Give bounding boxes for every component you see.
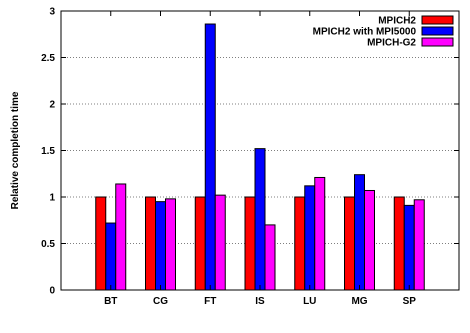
x-axis: BT CG FT IS LU MG SP [104, 11, 416, 307]
y-tick-label: 0 [49, 286, 55, 297]
bar-bt-series-3 [115, 183, 127, 291]
y-tick-label: 3 [49, 7, 55, 18]
bar-mg-series-1 [344, 196, 355, 291]
bar-ft-series-1 [194, 196, 206, 291]
y-axis-title: Relative completion time [10, 91, 21, 209]
legend-label: MPICH2 [378, 16, 416, 27]
bar-is-series-2 [254, 148, 266, 291]
y-tick-label: 1.5 [41, 146, 55, 157]
bar-is-series-3 [264, 224, 276, 291]
legend-label: MPICH-G2 [367, 38, 416, 49]
legend-swatch [421, 26, 454, 36]
bar-cg-series-3 [165, 198, 176, 291]
bar-lu-series-2 [304, 185, 316, 291]
bar-ft-series-3 [214, 194, 226, 291]
bar-sp-series-2 [403, 204, 415, 291]
bar-sp-series-1 [393, 196, 405, 291]
bar-lu-series-1 [294, 196, 306, 291]
bar-sp-series-3 [413, 199, 425, 291]
y-tick-label: 1 [49, 193, 55, 204]
bar-bt-series-2 [105, 222, 117, 291]
bar-ft-series-2 [204, 23, 216, 291]
y-tick-label: 2 [49, 100, 55, 111]
bar-cg-series-1 [145, 196, 156, 291]
y-tick-label: 2.5 [41, 53, 55, 64]
x-tick-label: SP [403, 296, 417, 307]
bar-is-series-1 [244, 196, 256, 291]
x-tick-label: CG [153, 296, 168, 307]
bar-mg-series-3 [364, 189, 375, 291]
bar-lu-series-3 [314, 176, 326, 291]
bar-bt-series-1 [95, 196, 107, 291]
x-tick-label: BT [104, 296, 117, 307]
x-tick-label: FT [204, 296, 216, 307]
y-tick-label: 0.5 [41, 239, 55, 250]
legend-swatch [421, 37, 454, 47]
x-tick-label: LU [303, 296, 316, 307]
bar-cg-series-2 [155, 201, 166, 291]
legend-label: MPICH2 with MPI5000 [313, 27, 417, 38]
x-tick-label: IS [255, 296, 265, 307]
bar-mg-series-2 [354, 174, 365, 291]
x-tick-label: MG [351, 296, 367, 307]
y-axis: 0 0.5 1 1.5 2 2.5 3 [41, 7, 459, 297]
legend-swatch [421, 15, 454, 25]
bars [95, 23, 425, 291]
